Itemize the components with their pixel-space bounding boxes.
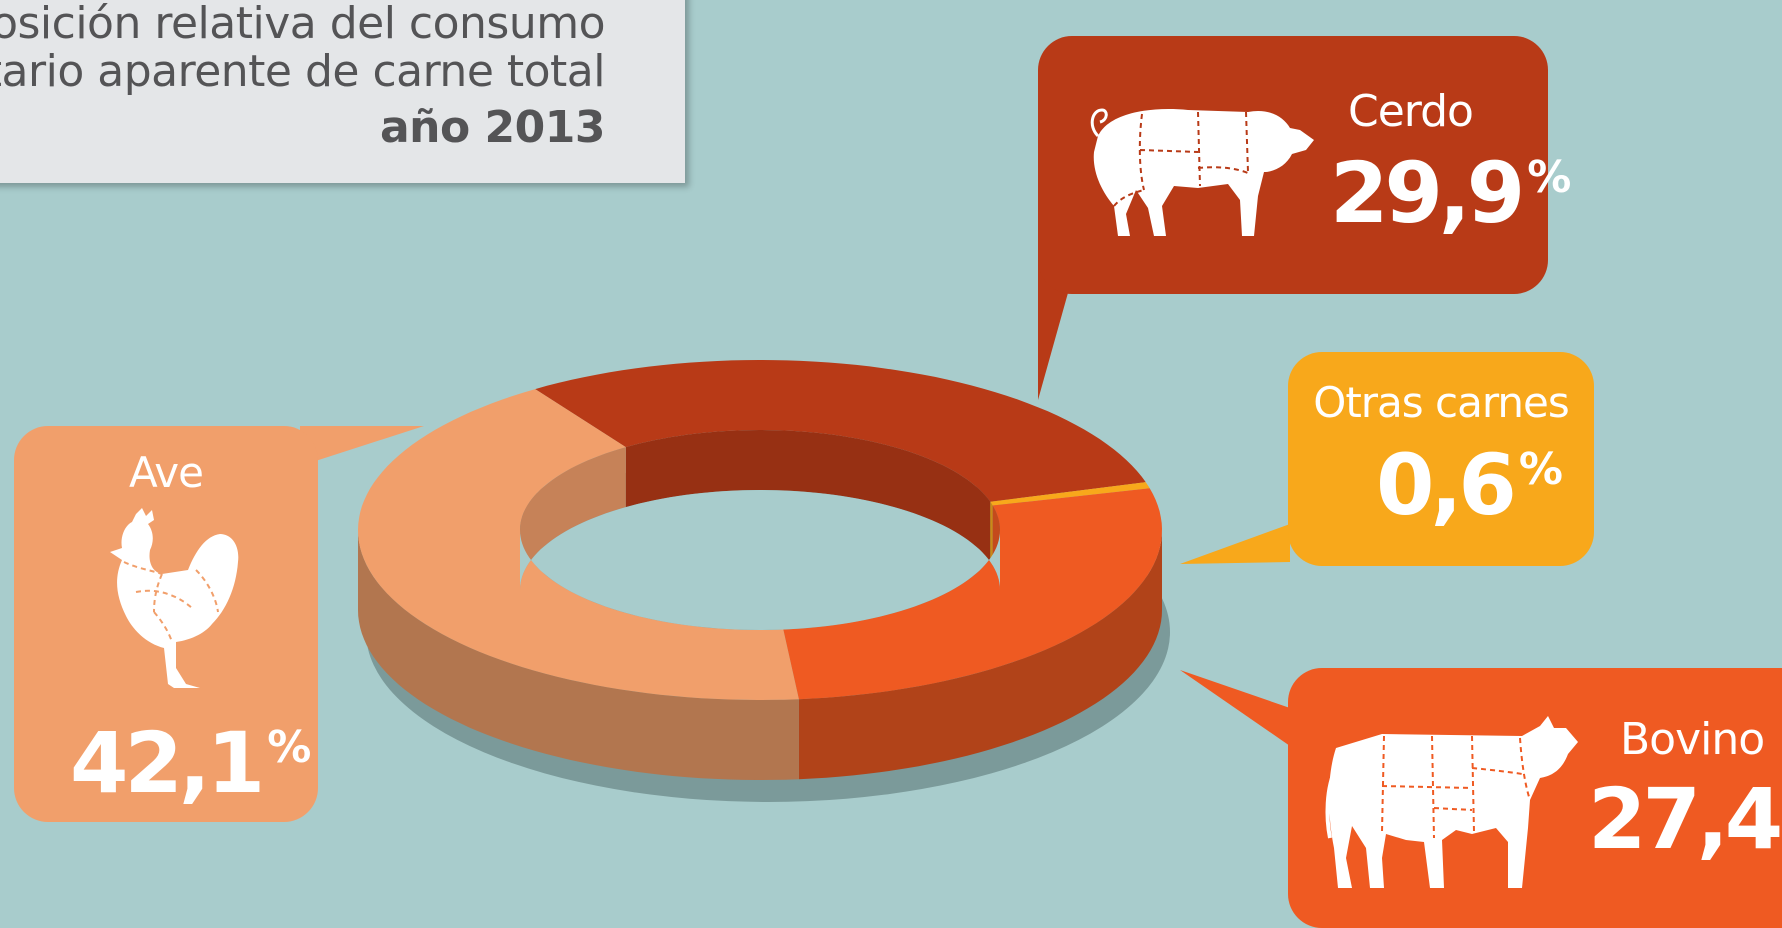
title-year: año 2013 — [379, 102, 606, 153]
cerdo-value: 29,9% — [1330, 144, 1571, 242]
donut-slice-bovino — [783, 488, 1162, 700]
cerdo-label: Cerdo — [1348, 86, 1474, 137]
ave-label: Ave — [129, 448, 204, 497]
otras-callout-pointer — [1180, 524, 1290, 564]
ave-callout-pointer — [300, 426, 424, 466]
ave-value-unit: % — [267, 722, 312, 773]
donut-slice-cerdo — [535, 360, 1146, 502]
ave-value-number: 42,1 — [70, 714, 265, 812]
title-line-2: nitario aparente de carne total — [0, 46, 606, 97]
bovino-callout: Bovino 27,4% — [1288, 668, 1782, 928]
cow-icon — [1325, 716, 1578, 888]
otras-value-number: 0,6 — [1376, 436, 1517, 534]
donut-inner-wall-ave — [520, 447, 626, 590]
title-card: posición relativa del consumo nitario ap… — [0, 0, 685, 183]
donut-slice-otras-carnes — [990, 482, 1150, 506]
otras-callout: Otras carnes 0,6% — [1288, 352, 1594, 566]
ave-callout: Ave 42,1% — [14, 426, 318, 822]
title-line-1: posición relativa del consumo — [0, 0, 606, 49]
otras-value-unit: % — [1518, 444, 1563, 495]
bovino-callout-pointer — [1180, 670, 1290, 746]
donut-hole — [520, 490, 1000, 630]
hen-icon — [110, 508, 239, 688]
cerdo-value-number: 29,9 — [1330, 144, 1525, 242]
bovino-value: 27,4% — [1588, 770, 1782, 868]
pig-icon — [1090, 108, 1314, 236]
donut-inner-wall-otras-carnes — [990, 501, 993, 566]
bovino-value-number: 27,4 — [1588, 770, 1782, 868]
donut-inner-wall-cerdo — [625, 430, 991, 562]
donut-outer-wall-bovino — [798, 530, 1162, 780]
bovino-label: Bovino — [1620, 714, 1765, 765]
otras-label: Otras carnes — [1313, 378, 1569, 427]
donut-chart — [358, 360, 1170, 802]
cerdo-callout: Cerdo 29,9% — [1038, 36, 1571, 294]
ave-value: 42,1% — [70, 714, 311, 812]
otras-value: 0,6% — [1376, 436, 1563, 534]
donut-outer-wall-ave — [358, 530, 799, 780]
cerdo-value-unit: % — [1527, 152, 1572, 203]
donut-slice-ave — [358, 389, 799, 700]
